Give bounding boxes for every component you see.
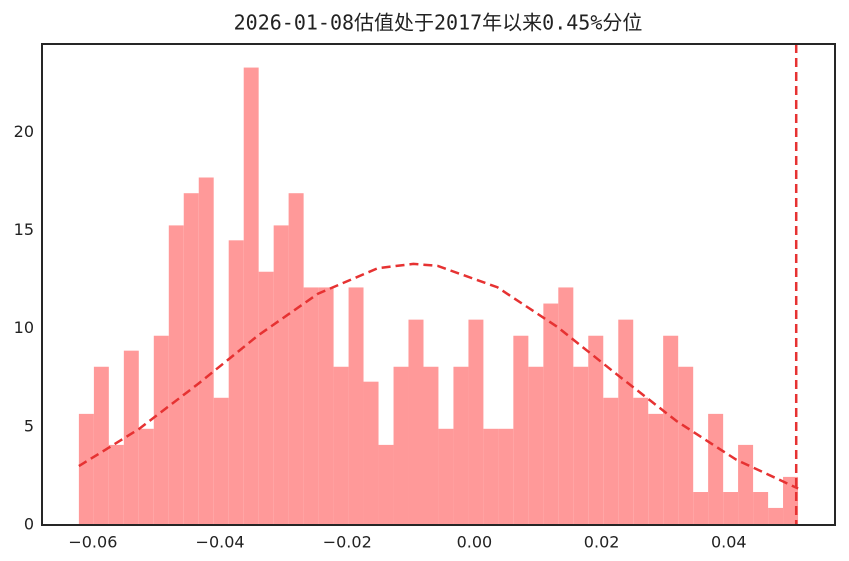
bar: [528, 366, 544, 525]
bar: [513, 335, 529, 525]
bar: [393, 366, 409, 525]
bar: [648, 413, 664, 525]
y-tick-label: 20: [14, 122, 34, 141]
y-tick-label: 0: [24, 515, 34, 534]
bar: [123, 350, 139, 525]
x-tick-label: −0.04: [196, 533, 245, 552]
bar: [693, 492, 709, 525]
bar: [138, 428, 154, 525]
bar: [153, 335, 169, 525]
bar: [738, 444, 754, 525]
bar: [453, 366, 469, 525]
density-curve: [78, 262, 799, 490]
x-tick-label: −0.06: [68, 533, 117, 552]
bar: [438, 428, 454, 525]
bar: [783, 476, 799, 525]
y-tick-label: 10: [14, 318, 34, 337]
bar: [168, 225, 184, 526]
bar: [663, 335, 679, 525]
bar: [228, 240, 244, 525]
bar: [423, 366, 439, 525]
bar: [408, 319, 424, 525]
bar: [723, 492, 739, 525]
bar: [558, 287, 574, 525]
bar: [198, 177, 214, 525]
bar: [258, 271, 274, 525]
x-tick-label: 0.04: [711, 533, 747, 552]
bar: [318, 287, 334, 525]
bar: [618, 319, 634, 525]
bar: [588, 335, 604, 525]
y-tick-label: 5: [24, 416, 34, 435]
bar: [633, 397, 649, 525]
bar: [363, 381, 379, 525]
bar: [498, 428, 514, 525]
x-tick-label: −0.02: [323, 533, 372, 552]
bar: [708, 413, 724, 525]
bar: [333, 366, 349, 525]
bar: [753, 492, 769, 525]
bar: [603, 397, 619, 525]
bar: [468, 319, 484, 525]
x-tick-label: 0.02: [584, 533, 620, 552]
bar: [768, 507, 784, 525]
bar: [483, 428, 499, 525]
bar: [183, 193, 199, 525]
bar: [348, 287, 364, 525]
bar: [243, 67, 259, 526]
bar: [378, 444, 394, 525]
x-tick-label: 0.00: [457, 533, 493, 552]
bar: [273, 225, 289, 526]
bar: [288, 193, 304, 525]
bar: [303, 287, 319, 525]
bar: [213, 397, 229, 525]
plot-frame: [41, 43, 836, 526]
bar: [573, 366, 589, 525]
bar: [678, 366, 694, 525]
y-tick-label: 15: [14, 220, 34, 239]
bar: [78, 413, 94, 525]
chart-title: 2026-01-08估值处于2017年以来0.45%分位: [234, 11, 643, 35]
bar: [543, 303, 559, 525]
bar: [108, 444, 124, 525]
bar: [93, 366, 109, 525]
